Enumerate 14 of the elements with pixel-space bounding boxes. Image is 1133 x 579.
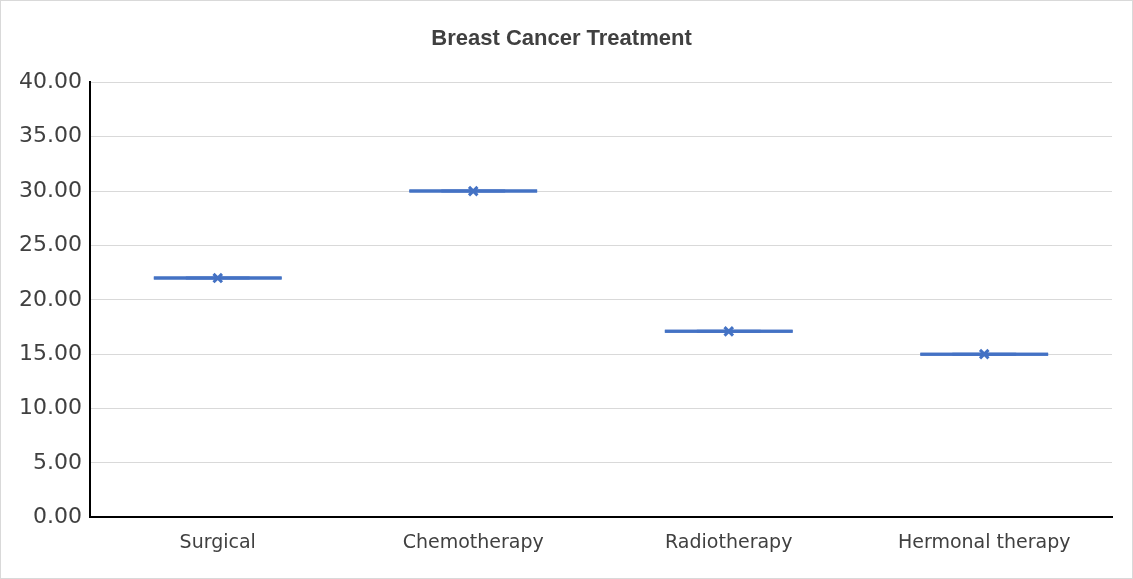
y-tick-label: 0.00 bbox=[33, 502, 82, 528]
y-tick-label: 35.00 bbox=[19, 122, 82, 148]
y-tick-label: 30.00 bbox=[19, 176, 82, 202]
y-tick-label: 25.00 bbox=[19, 231, 82, 257]
x-tick-label: Surgical bbox=[179, 529, 256, 552]
y-tick-label: 15.00 bbox=[19, 339, 82, 365]
x-tick-label: Hermonal therapy bbox=[897, 529, 1071, 552]
x-tick-label: Chemotherapy bbox=[402, 529, 544, 552]
y-tick-label: 5.00 bbox=[33, 448, 82, 474]
chart-title: Breast Cancer Treatment bbox=[431, 25, 693, 51]
y-tick-label: 10.00 bbox=[19, 394, 82, 420]
y-tick-label: 40.00 bbox=[19, 68, 82, 94]
x-tick-label: Radiotherapy bbox=[665, 529, 793, 552]
y-tick-label: 20.00 bbox=[19, 285, 82, 311]
